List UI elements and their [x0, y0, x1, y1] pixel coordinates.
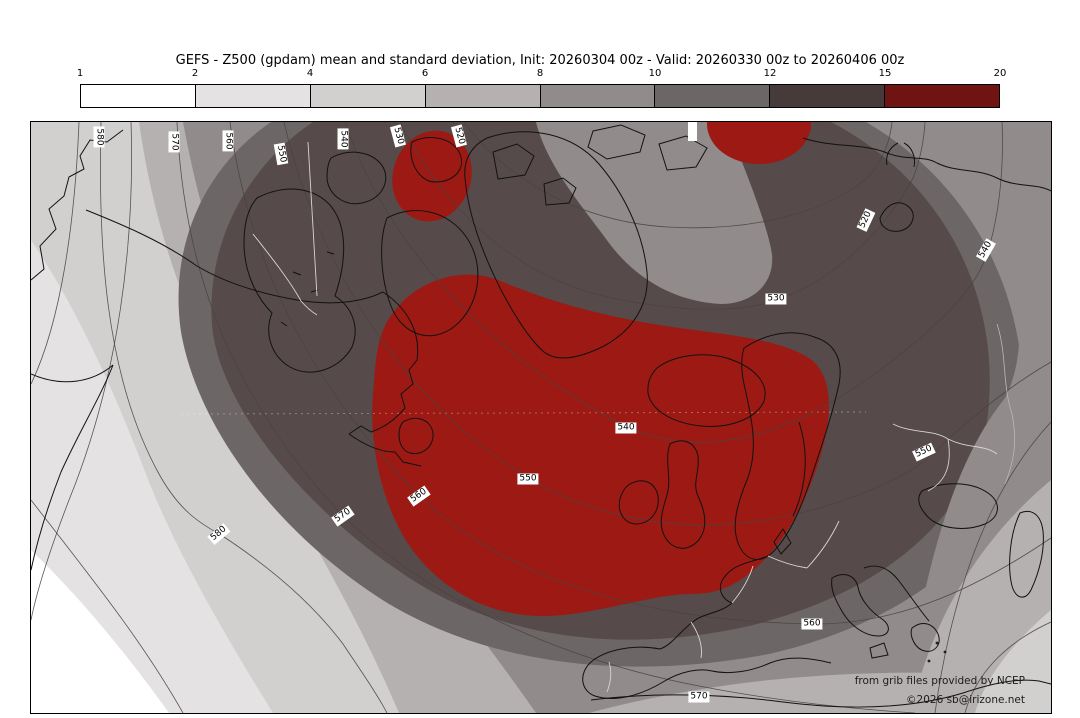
border-portugal — [606, 661, 612, 693]
coast-arctic-canada — [85, 209, 384, 304]
coast-italy — [831, 574, 889, 637]
coast-iceland — [647, 354, 766, 427]
coast-black-sea — [918, 483, 998, 529]
coast-baltic — [792, 421, 806, 517]
attribution-copyright: ©2026 sb@irizone.net — [906, 693, 1025, 706]
coast-white-sea — [879, 202, 914, 232]
coast-adriatic — [863, 565, 930, 622]
contour-585 — [31, 122, 132, 621]
contour-570 — [176, 122, 916, 713]
border-russia-east — [996, 323, 1016, 485]
colorbar-tick-label: 20 — [993, 68, 1007, 79]
colorbar-segment — [769, 85, 885, 107]
coast-scandinavia — [734, 332, 841, 560]
colorbar-tick-label: 15 — [878, 68, 892, 79]
contour-560 — [229, 122, 1051, 625]
shading-southeast-corner — [975, 610, 1051, 713]
coast-russia-arctic — [802, 137, 1051, 192]
contour-520 — [463, 122, 893, 229]
colorbar-segment — [81, 85, 195, 107]
colorbar-segment — [194, 85, 310, 107]
contour-530 — [399, 122, 926, 310]
contour-590 — [31, 122, 80, 385]
coast-alaska-west — [31, 129, 124, 281]
attribution-source: from grib files provided by NCEP — [854, 675, 1025, 688]
contour-580-east — [964, 621, 1051, 713]
border-poland — [806, 520, 840, 569]
shading-band-1-2 — [31, 550, 169, 713]
coast-arctic-islet-2 — [543, 177, 577, 206]
border-crimea — [927, 438, 950, 492]
border-spain-france — [690, 621, 702, 659]
coast-aegean-island-1 — [935, 641, 939, 645]
border-france-east — [731, 565, 754, 604]
coast-greenland — [464, 131, 648, 359]
coast-pacific-northwest — [31, 364, 114, 571]
border-germany — [767, 555, 808, 569]
coast-labrador — [348, 291, 419, 435]
shading-arctic-gray-patch — [536, 122, 773, 304]
coast-arctic-island — [410, 137, 462, 183]
coast-aegean-island-2 — [943, 650, 947, 654]
colorbar-tick-label: 6 — [421, 68, 429, 79]
coast-baffin-island — [381, 210, 479, 337]
coast-devon-island — [658, 135, 708, 171]
map-frame: 580 570 560 550 540 530 520 520 540 530 540 550 550 5… — [30, 121, 1052, 714]
coast-greece — [910, 622, 940, 652]
colorbar-tick-label: 8 — [536, 68, 544, 79]
coast-denmark — [773, 528, 792, 555]
colorbar-segment — [539, 85, 655, 107]
shading-band-2-4 — [31, 240, 273, 713]
contour-570-east — [934, 421, 1051, 713]
coast-great-britain — [660, 440, 706, 549]
coast-sicily — [869, 642, 889, 659]
clipped-label-artifact — [688, 122, 697, 141]
coast-victoria-island — [326, 151, 387, 205]
red-core-atlantic — [372, 274, 829, 616]
contour-580 — [99, 122, 388, 713]
coast-ellesmere — [587, 124, 646, 160]
colorbar-tick-label: 1 — [76, 68, 84, 79]
border-alaska-yukon — [307, 141, 318, 297]
coast-novaya-zemlya-north — [903, 142, 915, 168]
coast-st-lawrence — [348, 433, 422, 467]
colorbar-bar — [80, 84, 1000, 108]
contour-590-southwest — [31, 499, 184, 713]
coast-aegean-island-3 — [927, 659, 931, 663]
colorbar-tick-label: 12 — [763, 68, 777, 79]
colorbar-segment — [424, 85, 540, 107]
chart-title: GEFS - Z500 (gpdam) mean and standard de… — [175, 53, 905, 68]
coast-novaya-zemlya-south — [886, 142, 899, 166]
coast-caspian-sea — [1009, 510, 1044, 598]
border-quebec — [252, 233, 318, 316]
colorbar-segment — [654, 85, 770, 107]
colorbar-tick-row: 1 2 4 6 8 10 12 15 20 — [76, 68, 1007, 84]
coast-arctic-islet-1 — [492, 143, 535, 180]
attribution: from grib files provided by NCEP ©2026 s… — [855, 672, 1025, 709]
colorbar-tick-label: 4 — [306, 68, 314, 79]
red-core-polar — [707, 122, 811, 164]
colorbar-tick-label: 10 — [648, 68, 662, 79]
weather-map — [31, 122, 1051, 713]
colorbar-segment — [309, 85, 425, 107]
coast-hudson-bay — [243, 188, 356, 373]
coast-quebec-lakes — [280, 251, 335, 327]
coast-ireland — [618, 480, 659, 525]
colorbar-segment — [884, 85, 999, 107]
colorbar-tick-label: 2 — [191, 68, 199, 79]
coast-europe-iberia — [582, 555, 832, 699]
latitude-gridline — [180, 411, 867, 415]
coast-newfoundland — [398, 418, 434, 455]
colorbar: 1 2 4 6 8 10 12 15 20 — [76, 68, 1007, 108]
